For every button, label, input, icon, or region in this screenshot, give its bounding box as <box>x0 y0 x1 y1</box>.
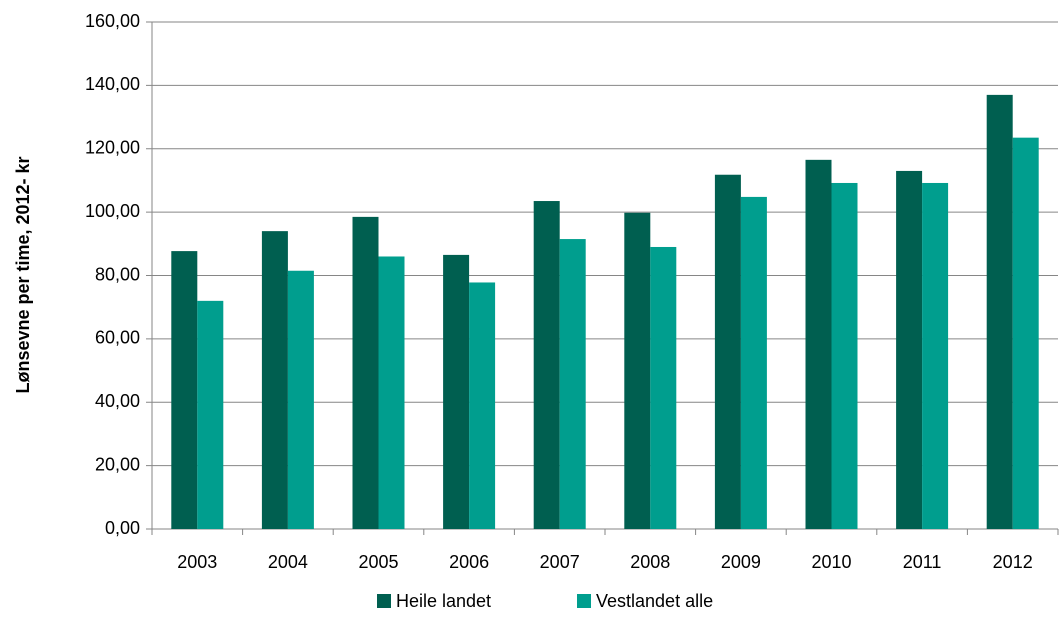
y-tick-label: 80,00 <box>95 264 140 284</box>
x-tick-label: 2007 <box>540 552 580 572</box>
x-tick-label: 2009 <box>721 552 761 572</box>
bar <box>805 159 832 529</box>
legend-label: Vestlandet alle <box>596 591 713 611</box>
bar <box>443 254 470 529</box>
bar <box>378 256 405 529</box>
x-tick-label: 2012 <box>993 552 1033 572</box>
y-tick-label: 140,00 <box>85 74 140 94</box>
legend-swatch <box>377 594 391 608</box>
bar <box>352 216 379 530</box>
bar <box>922 182 949 529</box>
bar <box>986 94 1013 529</box>
bar <box>831 182 858 529</box>
bar <box>197 300 224 529</box>
y-tick-label: 0,00 <box>105 518 140 538</box>
bar <box>740 196 767 530</box>
bar <box>261 231 288 529</box>
x-tick-label: 2008 <box>630 552 670 572</box>
bar <box>469 282 496 529</box>
bar <box>559 239 586 529</box>
x-tick-label: 2003 <box>177 552 217 572</box>
y-tick-label: 40,00 <box>95 391 140 411</box>
x-tick-label: 2005 <box>358 552 398 572</box>
bar <box>624 212 651 530</box>
x-tick-label: 2011 <box>903 552 942 572</box>
y-tick-label: 160,00 <box>85 11 140 31</box>
y-tick-label: 60,00 <box>95 328 140 348</box>
bar <box>533 201 560 530</box>
legend-label: Heile landet <box>396 591 491 611</box>
y-tick-label: 100,00 <box>85 201 140 221</box>
y-axis-title: Lønsevne per time, 2012- kr <box>13 156 33 393</box>
bar <box>287 270 314 529</box>
x-tick-label: 2004 <box>268 552 308 572</box>
y-tick-label: 20,00 <box>95 454 140 474</box>
bar <box>1012 137 1039 530</box>
legend-swatch <box>577 594 591 608</box>
bar <box>171 251 198 529</box>
x-tick-label: 2010 <box>811 552 851 572</box>
y-tick-label: 120,00 <box>85 138 140 158</box>
x-tick-label: 2006 <box>449 552 489 572</box>
bar <box>650 246 677 529</box>
bar <box>896 170 923 529</box>
bar <box>714 174 741 529</box>
